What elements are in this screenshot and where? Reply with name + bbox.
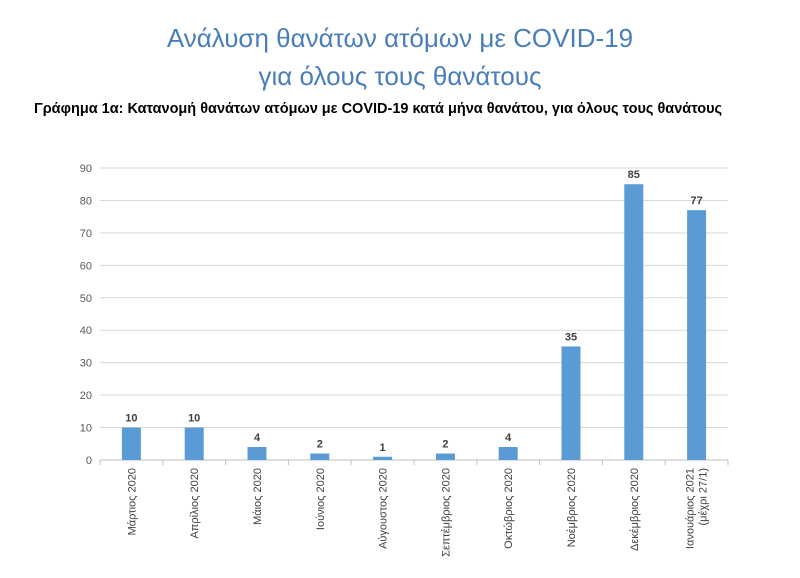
y-tick-label: 90 (80, 163, 92, 175)
bar (373, 456, 393, 460)
y-tick-label: 40 (80, 325, 92, 337)
data-label: 4 (505, 432, 512, 444)
y-tick-label: 80 (80, 195, 92, 207)
x-category-label: Αύγουστος 2020 (378, 468, 390, 549)
chart-caption: Γράφημα 1α: Κατανομή θανάτων ατόμων με C… (34, 101, 723, 117)
y-tick-label: 50 (80, 293, 92, 305)
bar (121, 427, 141, 460)
bar (435, 453, 455, 460)
x-category-label: Νοέμβριος 2020 (566, 468, 578, 547)
data-label: 1 (380, 442, 386, 454)
y-tick-label: 0 (86, 455, 92, 467)
x-category-label: Δεκέμβριος 2020 (629, 468, 641, 551)
y-tick-label: 70 (80, 228, 92, 240)
x-category-label: Ιούνιος 2020 (315, 468, 327, 530)
bar (184, 427, 204, 460)
bar (561, 346, 581, 460)
y-tick-label: 20 (80, 390, 92, 402)
x-category-label: Απρίλιος 2020 (189, 468, 201, 539)
bar (247, 447, 267, 460)
bar (624, 184, 644, 460)
data-label: 2 (442, 439, 448, 451)
bar (310, 453, 330, 460)
x-category-label: Οκτώβριος 2020 (503, 468, 515, 549)
data-label: 77 (690, 195, 702, 207)
x-category-label: Μάρτιος 2020 (126, 468, 138, 535)
bar (687, 210, 707, 460)
data-label: 10 (188, 413, 200, 425)
data-label: 85 (628, 169, 640, 181)
y-tick-label: 10 (80, 423, 92, 435)
page-title-line-2: για όλους τους θανάτους (258, 61, 542, 91)
x-category-label: Ιανουάριος 2021(μέχρι 27/1) (685, 468, 710, 549)
page-title-line-1: Ανάλυση θανάτων ατόμων με COVID-19 (166, 23, 634, 53)
bar (498, 447, 518, 460)
y-tick-label: 30 (80, 358, 92, 370)
data-label: 10 (125, 413, 137, 425)
x-category-label: Μάιος 2020 (252, 468, 264, 525)
data-label: 2 (317, 439, 323, 451)
data-label: 35 (565, 331, 577, 343)
data-label: 4 (254, 432, 261, 444)
y-tick-label: 60 (80, 260, 92, 272)
x-category-label: Σεπτέμβριος 2020 (440, 468, 452, 557)
